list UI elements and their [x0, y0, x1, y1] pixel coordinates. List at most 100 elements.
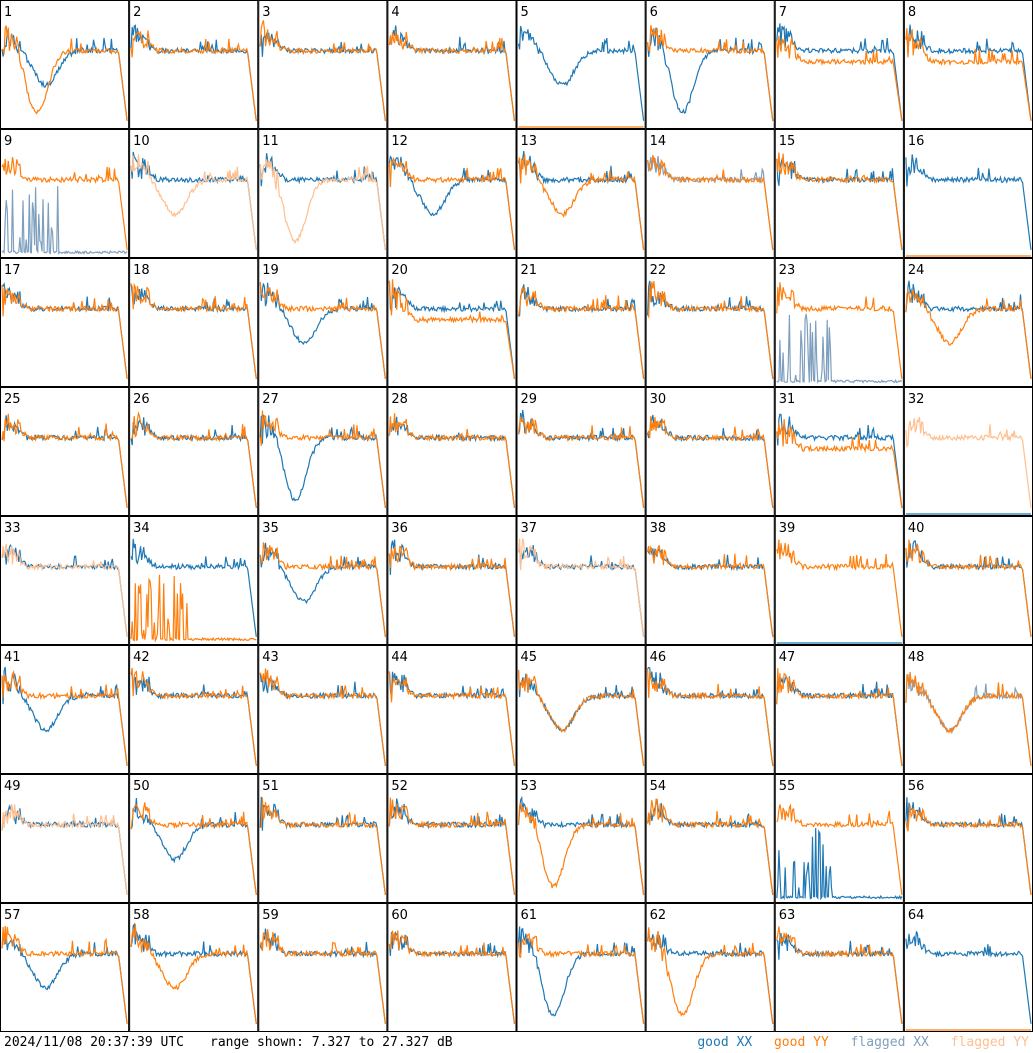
panel-frame: [258, 0, 388, 129]
panel-9: 9: [0, 129, 130, 258]
panel-label: 2: [133, 5, 141, 20]
series-good-yy: [776, 35, 903, 121]
series-good-yy: [388, 797, 516, 895]
panel-label: 9: [4, 134, 12, 149]
panel-frame: [516, 129, 646, 258]
series-good-yy: [259, 282, 386, 379]
panel-23: 23: [774, 258, 904, 387]
series-good-yy: [1, 413, 128, 508]
panel-frame: [0, 774, 130, 903]
panel-44: 44: [387, 645, 517, 774]
panel-54: 54: [645, 774, 775, 903]
panel-24: 24: [903, 258, 1033, 387]
panel-label: 14: [650, 134, 667, 149]
panel-61: 61: [516, 903, 646, 1032]
panel-label: 53: [521, 779, 538, 794]
panel-label: 42: [133, 650, 150, 665]
series-good-yy: [776, 419, 903, 508]
footer: 2024/11/08 20:37:39 UTC range shown: 7.3…: [0, 1032, 1033, 1053]
panel-38: 38: [645, 516, 775, 645]
panel-frame: [0, 516, 130, 645]
series-good-yy: [647, 281, 774, 379]
panel-frame: [903, 0, 1033, 129]
series-good-yy: [776, 803, 903, 895]
series-good-yy: [647, 668, 774, 766]
panel-label: 56: [908, 779, 925, 794]
panel-label: 6: [650, 5, 658, 20]
panel-frame: [129, 903, 259, 1032]
panel-frame: [903, 516, 1033, 645]
series-good-yy: [647, 544, 774, 637]
panel-48: 48: [903, 645, 1033, 774]
panel-19: 19: [258, 258, 388, 387]
panel-34: 34: [129, 516, 259, 645]
panel-label: 63: [779, 908, 796, 923]
panel-58: 58: [129, 903, 259, 1032]
panel-label: 3: [262, 5, 270, 20]
series-good-yy: [259, 542, 386, 637]
panel-21: 21: [516, 258, 646, 387]
series-good-yy: [130, 574, 257, 643]
series-good-yy: [259, 668, 386, 766]
panel-41: 41: [0, 645, 130, 774]
series-good-xx: [1, 933, 128, 1024]
panel-13: 13: [516, 129, 646, 258]
panel-label: 20: [391, 263, 408, 278]
panel-label: 22: [650, 263, 667, 278]
series-good-yy: [130, 802, 257, 895]
panel-22: 22: [645, 258, 775, 387]
series-good-xx: [259, 542, 386, 637]
panel-label: 11: [262, 134, 279, 149]
panel-frame: [516, 0, 646, 129]
series-good-xx: [1, 804, 128, 895]
panel-label: 1: [4, 5, 12, 20]
panel-label: 8: [908, 5, 916, 20]
panel-frame: [0, 258, 130, 387]
panel-label: 59: [262, 908, 279, 923]
panel-label: 15: [779, 134, 796, 149]
panel-25: 25: [0, 387, 130, 516]
series-good-yy: [259, 20, 386, 121]
series-good-yy: [388, 30, 516, 121]
panel-42: 42: [129, 645, 259, 774]
series-good-yy: [130, 667, 257, 766]
panel-frame: [0, 0, 130, 129]
panel-frame: [774, 258, 904, 387]
panel-label: 23: [779, 263, 796, 278]
series-good-yy: [517, 416, 645, 508]
series-good-yy: [388, 413, 516, 508]
panel-frame: [774, 129, 904, 258]
series-good-xx: [905, 24, 1032, 121]
panel-frame: [129, 129, 259, 258]
panel-37: 37: [516, 516, 646, 645]
panel-frame: [387, 0, 517, 129]
series-good-yy: [130, 923, 257, 1024]
panel-52: 52: [387, 774, 517, 903]
panel-frame: [903, 903, 1033, 1032]
panel-label: 29: [521, 392, 538, 407]
panel-label: 46: [650, 650, 667, 665]
series-good-yy: [517, 153, 645, 250]
series-good-yy: [130, 282, 257, 379]
panel-frame: [774, 0, 904, 129]
panel-label: 16: [908, 134, 925, 149]
panel-label: 7: [779, 5, 787, 20]
series-flagged-yy: [1, 543, 128, 637]
panel-frame: [129, 387, 259, 516]
panel-label: 12: [391, 134, 408, 149]
panel-frame: [645, 387, 775, 516]
panel-frame: [903, 774, 1033, 903]
panel-label: 28: [391, 392, 408, 407]
series-good-yy: [647, 24, 774, 121]
series-good-yy: [776, 668, 903, 766]
panel-label: 33: [4, 521, 21, 536]
panel-label: 49: [4, 779, 21, 794]
panel-frame: [774, 387, 904, 516]
panel-label: 58: [133, 908, 150, 923]
series-good-yy: [1, 670, 128, 766]
panel-label: 25: [4, 392, 21, 407]
panel-frame: [774, 645, 904, 774]
series-good-yy: [259, 410, 386, 508]
panel-frame: [516, 387, 646, 516]
